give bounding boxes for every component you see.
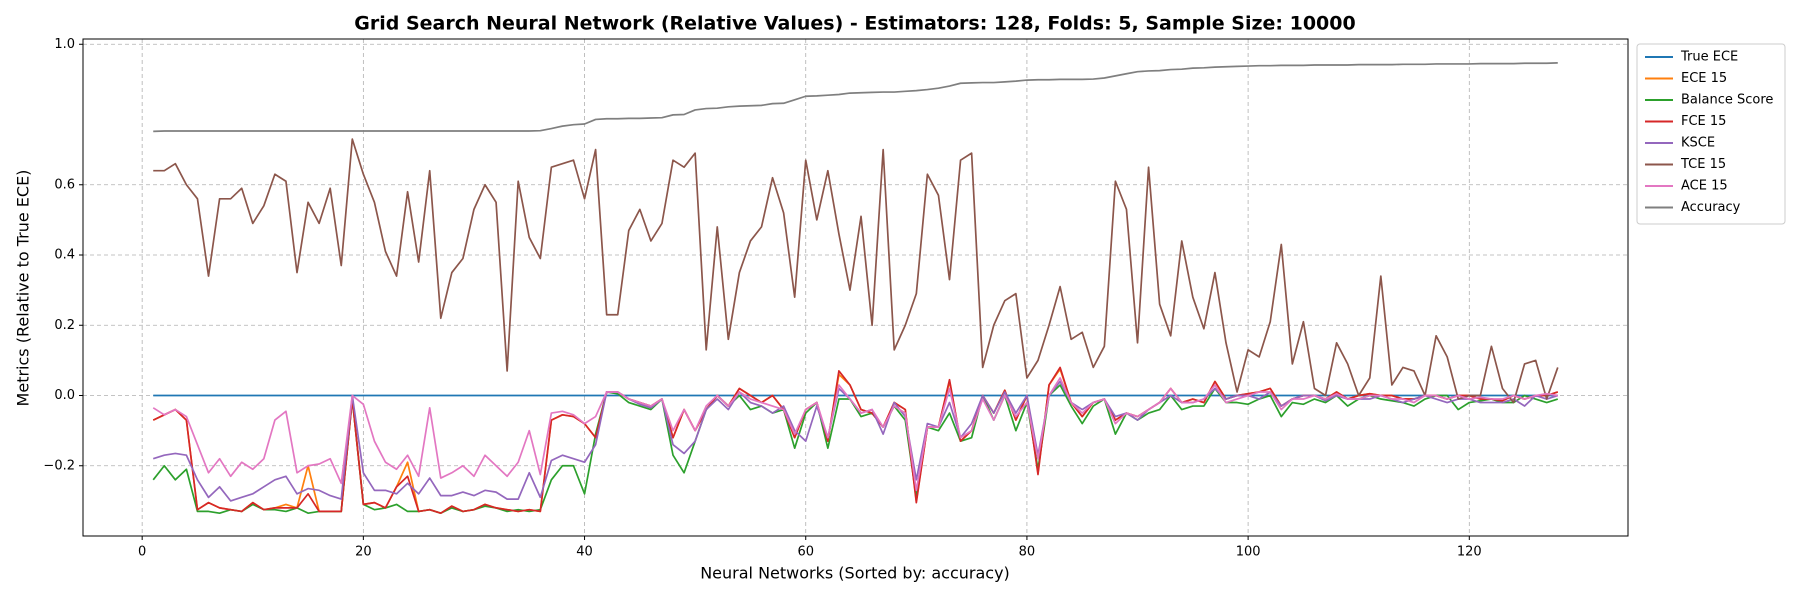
y-tick-label: 0.6 xyxy=(54,177,75,192)
y-axis-label: Metrics (Relative to True ECE) xyxy=(14,170,33,407)
legend-box xyxy=(1636,43,1786,225)
x-axis-label: Neural Networks (Sorted by: accuracy) xyxy=(700,564,1010,583)
legend-label: Balance Score xyxy=(1681,93,1773,108)
series-line xyxy=(152,368,1559,515)
legend-label: KSCE xyxy=(1681,136,1715,151)
chart-title: Grid Search Neural Network (Relative Val… xyxy=(354,13,1355,35)
y-tick-label: 0.2 xyxy=(54,318,75,333)
legend-label: TCE 15 xyxy=(1680,157,1726,172)
x-tick-label: 20 xyxy=(355,545,372,560)
series-line xyxy=(153,62,1558,133)
y-tick-label: 0.4 xyxy=(54,248,75,263)
plot-frame xyxy=(82,38,1629,537)
legend-label: Accuracy xyxy=(1681,200,1741,215)
x-tick-label: 100 xyxy=(1236,545,1261,560)
series-line xyxy=(153,138,1559,404)
x-tick-label: 40 xyxy=(576,545,593,560)
x-tick-label: 60 xyxy=(797,545,814,560)
legend-label: ECE 15 xyxy=(1681,71,1727,86)
legend-label: ACE 15 xyxy=(1681,179,1728,194)
series-line xyxy=(152,384,1559,515)
y-tick-label: −0.2 xyxy=(43,458,75,473)
legend-label: True ECE xyxy=(1680,50,1738,65)
x-tick-label: 120 xyxy=(1457,545,1482,560)
x-tick-label: 80 xyxy=(1019,545,1036,560)
legend-label: FCE 15 xyxy=(1681,114,1726,129)
series-line xyxy=(152,366,1559,515)
x-tick-label: 0 xyxy=(138,545,146,560)
y-tick-label: 0.0 xyxy=(54,388,75,403)
y-tick-label: 1.0 xyxy=(54,37,75,52)
series-line xyxy=(152,377,1558,492)
